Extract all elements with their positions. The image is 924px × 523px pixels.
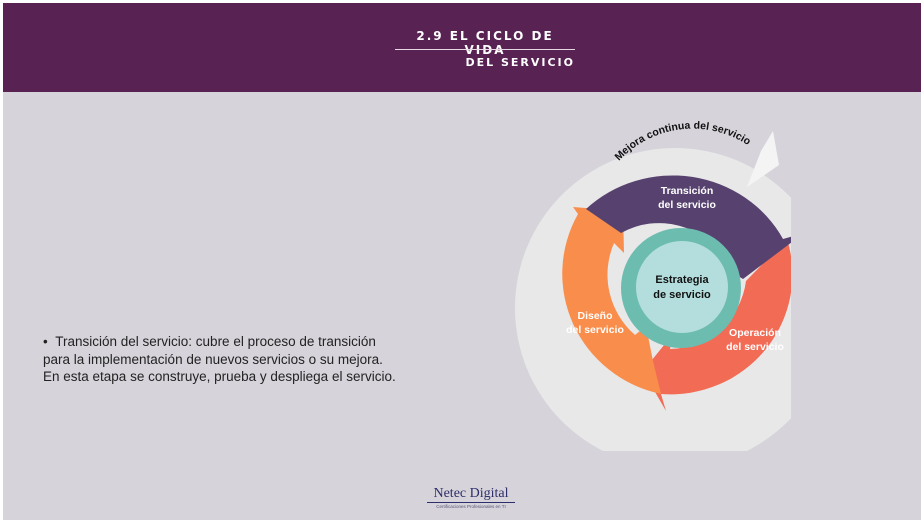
bullet-text-line-2: para la implementación de nuevos servici… xyxy=(43,351,383,367)
title-line-1: 2.9 EL CICLO DE VIDA xyxy=(416,29,554,57)
logo-underline xyxy=(427,502,515,503)
bullet-text-line-1: Transición del servicio: cubre el proces… xyxy=(55,334,376,349)
center-disc xyxy=(636,241,728,333)
header-bar: 2.9 EL CICLO DE VIDA DEL SERVICIO xyxy=(3,3,921,92)
service-lifecycle-diagram: Mejora continua del servicio Transición … xyxy=(515,121,791,451)
center-strategy: Estrategia de servicio xyxy=(621,228,741,348)
bullet-line-1: • Transición del servicio: cubre el proc… xyxy=(43,333,463,351)
logo-name: Netec Digital xyxy=(433,486,509,501)
center-label-line-1: Estrategia xyxy=(655,274,709,286)
transicion-label-line-2: del servicio xyxy=(658,199,716,211)
center-label-line-2: de servicio xyxy=(653,289,711,301)
transicion-arrow xyxy=(586,175,791,279)
slide: 2.9 EL CICLO DE VIDA DEL SERVICIO • Tran… xyxy=(3,3,921,520)
diseno-arrow xyxy=(562,207,661,394)
logo-tagline: Certificaciones Profesionales en TI xyxy=(436,504,506,509)
transicion-label-line-1: Transición xyxy=(661,185,714,197)
outer-ring-arrowhead xyxy=(747,131,779,187)
bullet-text-line-3: En esta etapa se construye, prueba y des… xyxy=(43,369,396,384)
title-line-2: DEL SERVICIO xyxy=(465,56,575,69)
diseno-label-line-1: Diseño xyxy=(577,310,612,322)
title-divider xyxy=(395,49,575,50)
bullet-paragraph: • Transición del servicio: cubre el proc… xyxy=(43,333,463,386)
bullet-marker: • xyxy=(43,334,48,349)
operacion-arrow xyxy=(643,239,791,411)
operacion-label-line-2: del servicio xyxy=(726,341,784,353)
operacion-label-line-1: Operación xyxy=(729,327,781,339)
diseno-label-line-2: del servicio xyxy=(566,324,624,336)
netec-logo: Netec Digital Certificaciones Profesiona… xyxy=(421,486,521,510)
